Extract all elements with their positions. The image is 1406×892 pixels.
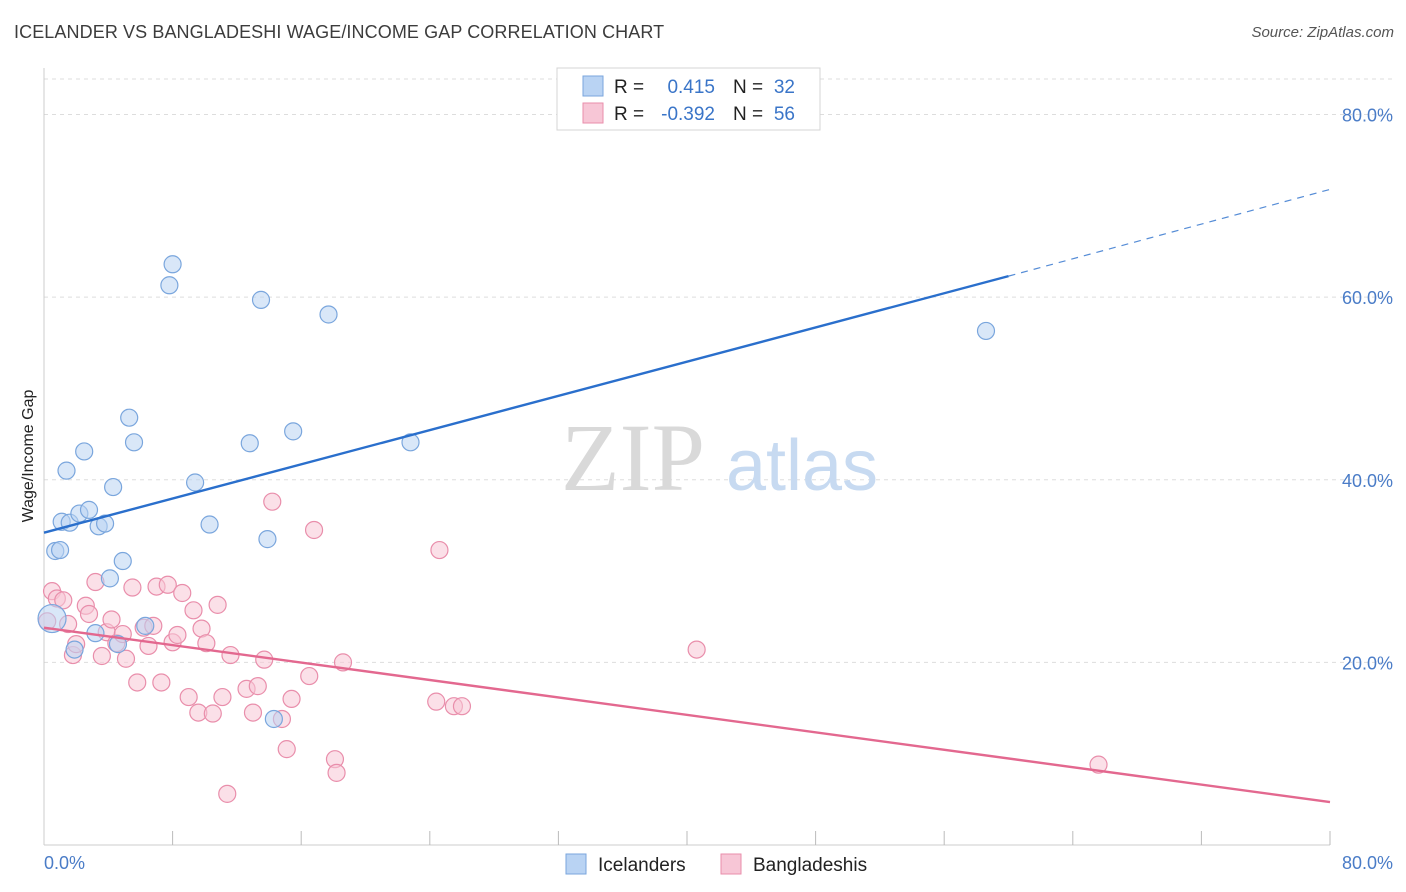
y-tick-label-1: 40.0% [1342,471,1393,491]
icelanders-point-8 [75,442,94,461]
icelanders-point-28 [284,422,303,441]
bangladeshis-point-44 [282,689,301,709]
watermark-zip: ZIP [561,404,705,511]
icelanders-point-31 [976,321,996,341]
bangladeshis-point-16 [123,578,142,597]
icelanders-point-22 [186,473,205,492]
y-tick-label-3: 80.0% [1342,106,1393,126]
icelanders-point-21 [163,255,182,274]
bottom-legend-swatch-pink [720,853,742,875]
icelanders-points [37,255,996,729]
bangladeshis-point-38 [243,703,263,722]
legend-n-label-2: N = [733,104,763,125]
legend-swatch-pink [582,102,604,124]
source-credit: Source: ZipAtlas.com [1251,24,1394,41]
legend-r-label-2: R = [614,104,644,125]
bangladeshis-point-48 [327,763,346,782]
bangladeshis-point-12 [102,610,121,629]
bangladeshis-point-26 [173,583,192,603]
bangladeshis-point-36 [221,645,240,665]
bangladeshis-point-41 [263,492,282,511]
legend-r-label-1: R = [614,77,644,98]
bangladeshis-point-17 [128,673,147,692]
bangladeshis-point-32 [203,704,222,723]
bangladeshis-point-15 [116,649,136,668]
bangladeshis-trend-line [43,626,1331,804]
bangladeshis-point-55 [1089,755,1108,774]
icelanders-point-16 [113,551,132,571]
y-tick-labels: 20.0% 40.0% 60.0% 80.0% [1342,106,1393,674]
icelanders-point-29 [319,305,338,324]
watermark-atlas: atlas [726,426,878,506]
y-axis-label: Wage/Income Gap [20,390,37,523]
icelanders-point-0 [37,603,67,634]
bangladeshis-point-39 [248,677,267,696]
bangladeshis-point-25 [168,625,187,645]
icelanders-point-17 [120,408,139,427]
icelanders-trend-line [43,274,1009,534]
bangladeshis-point-43 [277,740,296,759]
bangladeshis-point-35 [218,784,237,803]
icelanders-point-20 [160,276,179,295]
x-tick-label-min: 0.0% [44,853,85,873]
icelanders-point-13 [100,569,120,588]
icelanders-point-26 [258,530,277,549]
bangladeshis-point-27 [179,687,198,707]
bangladeshis-point-31 [197,634,216,653]
icelanders-point-14 [104,477,123,497]
bangladeshis-point-22 [152,673,171,692]
bottom-legend: Icelanders Bangladeshis [565,853,867,876]
icelanders-point-2 [50,540,70,560]
icelanders-point-24 [240,434,259,453]
legend-n-value-1: 32 [774,77,795,98]
bangladeshis-point-51 [430,540,449,560]
bangladeshis-point-34 [213,687,232,707]
grid [44,78,1393,663]
legend-n-label-1: N = [733,77,763,98]
icelanders-point-15 [108,635,128,654]
y-tick-label-0: 20.0% [1342,653,1393,673]
legend-r-value-2: -0.392 [661,104,715,125]
icelanders-point-12 [95,514,115,533]
legend: R = 0.415 N = 32 R = -0.392 N = 56 [556,67,821,131]
icelanders-point-25 [251,290,271,309]
icelanders-point-18 [124,433,144,452]
legend-n-value-2: 56 [774,104,795,125]
bangladeshis-point-3 [54,591,73,610]
icelanders-point-4 [57,461,76,480]
icelanders-point-6 [65,640,84,659]
bangladeshis-point-28 [184,601,203,620]
legend-r-value-1: 0.415 [667,77,715,98]
bangladeshis-point-40 [255,650,274,669]
x-ticks [172,831,1331,845]
bottom-legend-label-icelanders: Icelanders [598,855,686,876]
bangladeshis-point-23 [158,575,177,594]
bangladeshis-point-53 [452,697,472,716]
bangladeshis-point-46 [304,520,324,540]
icelanders-point-27 [264,709,283,729]
x-tick-label-max: 80.0% [1342,853,1393,873]
bangladeshis-point-50 [427,692,446,711]
bangladeshis-point-45 [300,666,319,686]
trend-lines [43,188,1331,804]
bangladeshis-point-33 [208,595,227,614]
bottom-legend-swatch-blue [565,853,587,875]
bangladeshis-point-10 [92,646,111,666]
icelanders-point-30 [401,433,420,452]
icelanders-point-9 [79,500,99,519]
icelanders-trend-extension [1008,188,1331,277]
icelanders-point-23 [200,515,219,534]
bangladeshis-point-8 [79,604,99,624]
bottom-legend-label-bangladeshis: Bangladeshis [753,855,867,876]
icelanders-point-19 [136,616,155,635]
y-tick-label-2: 60.0% [1342,288,1393,308]
legend-swatch-blue [582,75,604,97]
chart-title: ICELANDER VS BANGLADESHI WAGE/INCOME GAP… [14,22,665,42]
bangladeshis-point-54 [687,640,706,659]
